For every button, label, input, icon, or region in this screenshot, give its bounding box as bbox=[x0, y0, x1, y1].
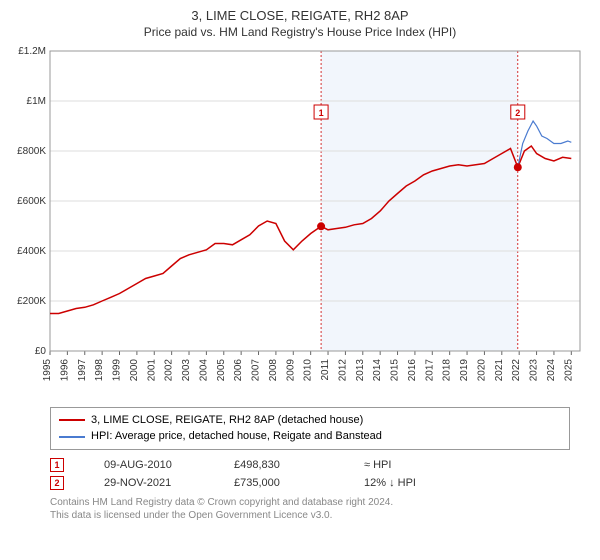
svg-text:2011: 2011 bbox=[320, 358, 331, 380]
marker-2: 2 bbox=[50, 476, 64, 490]
svg-text:2000: 2000 bbox=[129, 358, 140, 381]
svg-text:2021: 2021 bbox=[494, 358, 505, 381]
delta-cell: ≈ HPI bbox=[364, 459, 454, 471]
legend-box: 3, LIME CLOSE, REIGATE, RH2 8AP (detache… bbox=[50, 407, 570, 450]
svg-text:1998: 1998 bbox=[94, 358, 105, 381]
svg-text:2025: 2025 bbox=[563, 358, 574, 381]
svg-text:2004: 2004 bbox=[198, 358, 209, 381]
svg-text:2002: 2002 bbox=[164, 358, 175, 381]
svg-text:1997: 1997 bbox=[77, 358, 88, 381]
svg-text:£0: £0 bbox=[35, 346, 47, 357]
svg-text:2017: 2017 bbox=[424, 358, 435, 381]
svg-text:2001: 2001 bbox=[146, 358, 157, 381]
svg-text:2015: 2015 bbox=[390, 358, 401, 381]
svg-text:2009: 2009 bbox=[285, 358, 296, 381]
svg-text:1996: 1996 bbox=[59, 358, 70, 381]
svg-text:2003: 2003 bbox=[181, 358, 192, 381]
svg-text:2013: 2013 bbox=[355, 358, 366, 381]
svg-text:2006: 2006 bbox=[233, 358, 244, 381]
svg-text:2010: 2010 bbox=[303, 358, 314, 381]
delta-cell: 12% ↓ HPI bbox=[364, 477, 454, 489]
line-chart: £0 £200K £400K £600K £800K £1M £1.2M 1995 1996 19… bbox=[8, 43, 592, 403]
svg-text:1: 1 bbox=[319, 108, 324, 118]
price-cell: £735,000 bbox=[234, 477, 324, 489]
svg-text:2019: 2019 bbox=[459, 358, 470, 381]
svg-text:£1.2M: £1.2M bbox=[18, 46, 46, 57]
legend-row: HPI: Average price, detached house, Reig… bbox=[59, 428, 561, 445]
svg-text:£800K: £800K bbox=[17, 146, 46, 157]
svg-text:2023: 2023 bbox=[529, 358, 540, 381]
chart-title: 3, LIME CLOSE, REIGATE, RH2 8AP bbox=[8, 8, 592, 25]
footer-line: This data is licensed under the Open Gov… bbox=[50, 509, 592, 522]
svg-text:2: 2 bbox=[515, 108, 520, 118]
footer-attribution: Contains HM Land Registry data © Crown c… bbox=[50, 496, 592, 522]
legend-label: 3, LIME CLOSE, REIGATE, RH2 8AP (detache… bbox=[91, 412, 363, 429]
svg-text:2022: 2022 bbox=[511, 358, 522, 381]
marker-1: 1 bbox=[50, 458, 64, 472]
date-cell: 29-NOV-2021 bbox=[104, 477, 194, 489]
legend-swatch bbox=[59, 436, 85, 438]
svg-text:2016: 2016 bbox=[407, 358, 418, 381]
table-row: 1 09-AUG-2010 £498,830 ≈ HPI bbox=[50, 456, 570, 474]
svg-text:£600K: £600K bbox=[17, 196, 46, 207]
svg-text:2012: 2012 bbox=[337, 358, 348, 381]
chart-area: £0 £200K £400K £600K £800K £1M £1.2M 1995 1996 19… bbox=[8, 43, 592, 403]
chart-subtitle: Price paid vs. HM Land Registry's House … bbox=[8, 25, 592, 39]
svg-text:1999: 1999 bbox=[112, 358, 123, 381]
date-cell: 09-AUG-2010 bbox=[104, 459, 194, 471]
transactions-table: 1 09-AUG-2010 £498,830 ≈ HPI 2 29-NOV-20… bbox=[50, 456, 570, 492]
svg-text:2020: 2020 bbox=[476, 358, 487, 381]
svg-text:2007: 2007 bbox=[251, 358, 262, 381]
legend-row: 3, LIME CLOSE, REIGATE, RH2 8AP (detache… bbox=[59, 412, 561, 429]
svg-text:2008: 2008 bbox=[268, 358, 279, 381]
footer-line: Contains HM Land Registry data © Crown c… bbox=[50, 496, 592, 509]
svg-text:£200K: £200K bbox=[17, 296, 46, 307]
svg-text:2024: 2024 bbox=[546, 358, 557, 381]
price-cell: £498,830 bbox=[234, 459, 324, 471]
legend-label: HPI: Average price, detached house, Reig… bbox=[91, 428, 382, 445]
svg-text:1995: 1995 bbox=[42, 358, 53, 381]
svg-text:2005: 2005 bbox=[216, 358, 227, 381]
svg-text:2018: 2018 bbox=[442, 358, 453, 381]
svg-text:2014: 2014 bbox=[372, 358, 383, 381]
legend-swatch bbox=[59, 419, 85, 421]
table-row: 2 29-NOV-2021 £735,000 12% ↓ HPI bbox=[50, 474, 570, 492]
svg-text:£1M: £1M bbox=[27, 96, 46, 107]
svg-text:£400K: £400K bbox=[17, 246, 46, 257]
